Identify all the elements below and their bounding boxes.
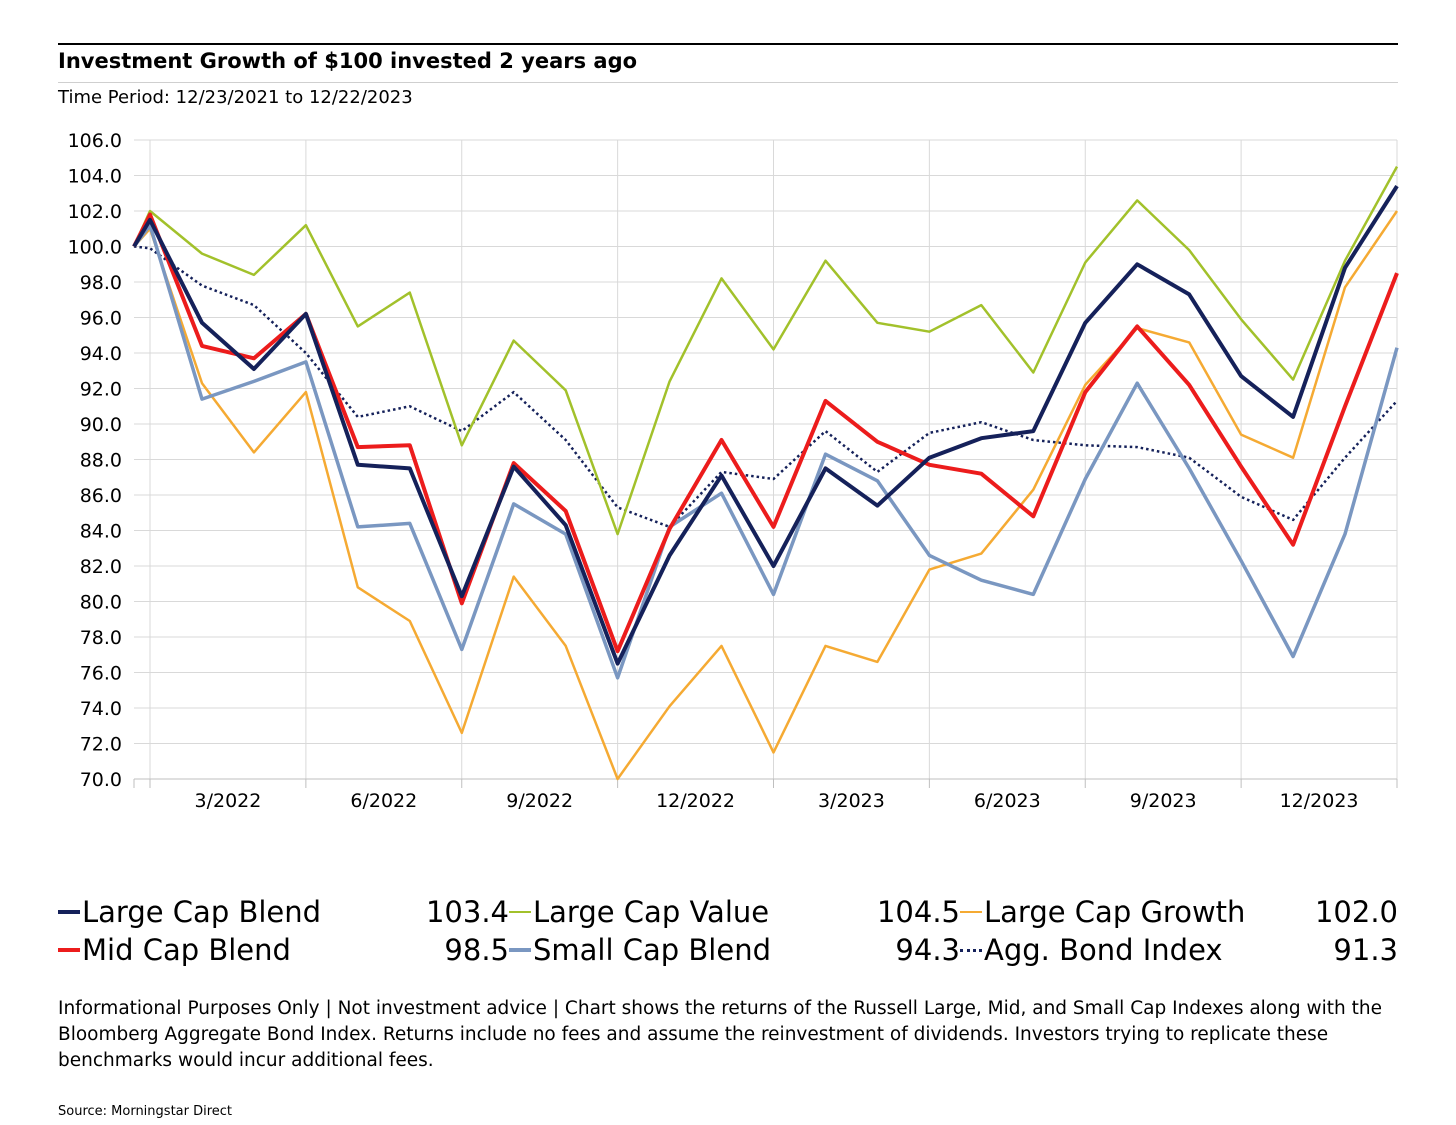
y-tick-label: 88.0 [80, 450, 122, 472]
legend-value: 98.5 [444, 933, 509, 967]
y-tick-label: 96.0 [80, 308, 122, 330]
chart-title: Investment Growth of $100 invested 2 yea… [58, 49, 638, 73]
series-line-large-cap-blend [132, 185, 1399, 666]
subtitle-rule [58, 82, 1398, 83]
legend-item-large-cap-growth: Large Cap Growth 102.0 [960, 895, 1398, 929]
x-tick-label: 9/2022 [506, 790, 573, 812]
top-rule [58, 43, 1398, 45]
legend-swatch-large-cap-blend [58, 910, 80, 914]
legend: Large Cap Blend 103.4 Large Cap Value 10… [58, 893, 1398, 969]
legend-label: Agg. Bond Index [984, 933, 1223, 967]
y-tick-label: 102.0 [68, 201, 122, 223]
legend-item-small-cap-blend: Small Cap Blend 94.3 [509, 933, 960, 967]
legend-swatch-large-cap-value [509, 911, 531, 913]
legend-label: Large Cap Blend [82, 895, 322, 929]
y-tick-label: 72.0 [80, 734, 122, 756]
legend-row-1: Large Cap Blend 103.4 Large Cap Value 10… [58, 893, 1398, 931]
y-tick-label: 94.0 [80, 343, 122, 365]
series-line-small-cap-blend [132, 223, 1399, 680]
y-tick-label: 104.0 [68, 166, 122, 188]
x-tick-label: 3/2022 [195, 790, 262, 812]
series-line-mid-cap-blend [132, 212, 1399, 654]
x-tick-label: 9/2023 [1130, 790, 1197, 812]
legend-label: Mid Cap Blend [82, 933, 291, 967]
y-tick-label: 78.0 [80, 627, 122, 649]
y-tick-label: 86.0 [80, 485, 122, 507]
y-tick-label: 106.0 [68, 130, 122, 152]
y-tick-label: 82.0 [80, 556, 122, 578]
legend-value: 103.4 [425, 895, 509, 929]
y-tick-label: 98.0 [80, 272, 122, 294]
legend-item-agg-bond-index: Agg. Bond Index 91.3 [960, 933, 1398, 967]
chart-subtitle: Time Period: 12/23/2021 to 12/22/2023 [58, 87, 413, 108]
line-chart: 106.0 104.0 102.0 100.0 98.0 96.0 94.0 92.0 90.0… [68, 130, 1399, 812]
x-tick-label: 6/2023 [974, 790, 1041, 812]
legend-row-2: Mid Cap Blend 98.5 Small Cap Blend 94.3 … [58, 931, 1398, 969]
x-tick-label: 12/2022 [656, 790, 735, 812]
legend-swatch-large-cap-growth [960, 911, 982, 913]
legend-label: Large Cap Growth [984, 895, 1246, 929]
x-tick-label: 6/2022 [350, 790, 417, 812]
y-tick-label: 70.0 [80, 769, 122, 791]
legend-swatch-mid-cap-blend [58, 948, 80, 952]
y-tick-label: 92.0 [80, 379, 122, 401]
legend-value: 94.3 [895, 933, 960, 967]
legend-value: 102.0 [1314, 895, 1398, 929]
y-tick-label: 84.0 [80, 521, 122, 543]
legend-value: 91.3 [1333, 933, 1398, 967]
y-tick-label: 80.0 [80, 592, 122, 614]
legend-item-large-cap-value: Large Cap Value 104.5 [509, 895, 960, 929]
x-tick-label: 12/2023 [1280, 790, 1359, 812]
y-tick-label: 74.0 [80, 698, 122, 720]
series-line-large-cap-value [132, 165, 1399, 536]
legend-label: Small Cap Blend [533, 933, 771, 967]
y-tick-label: 90.0 [80, 414, 122, 436]
y-tick-label: 76.0 [80, 663, 122, 685]
x-tick-label: 3/2023 [818, 790, 885, 812]
y-tick-label: 100.0 [68, 237, 122, 259]
series-line-large-cap-growth [133, 210, 1399, 781]
source-note: Source: Morningstar Direct [58, 1104, 233, 1119]
disclaimer-text: Informational Purposes Only | Not invest… [58, 998, 1382, 1071]
legend-value: 104.5 [876, 895, 960, 929]
legend-swatch-small-cap-blend [509, 948, 531, 952]
legend-item-mid-cap-blend: Mid Cap Blend 98.5 [58, 933, 509, 967]
series-line-agg-bond-index [133, 245, 1398, 529]
legend-label: Large Cap Value [533, 895, 770, 929]
legend-swatch-agg-bond-index [960, 948, 982, 952]
legend-item-large-cap-blend: Large Cap Blend 103.4 [58, 895, 509, 929]
